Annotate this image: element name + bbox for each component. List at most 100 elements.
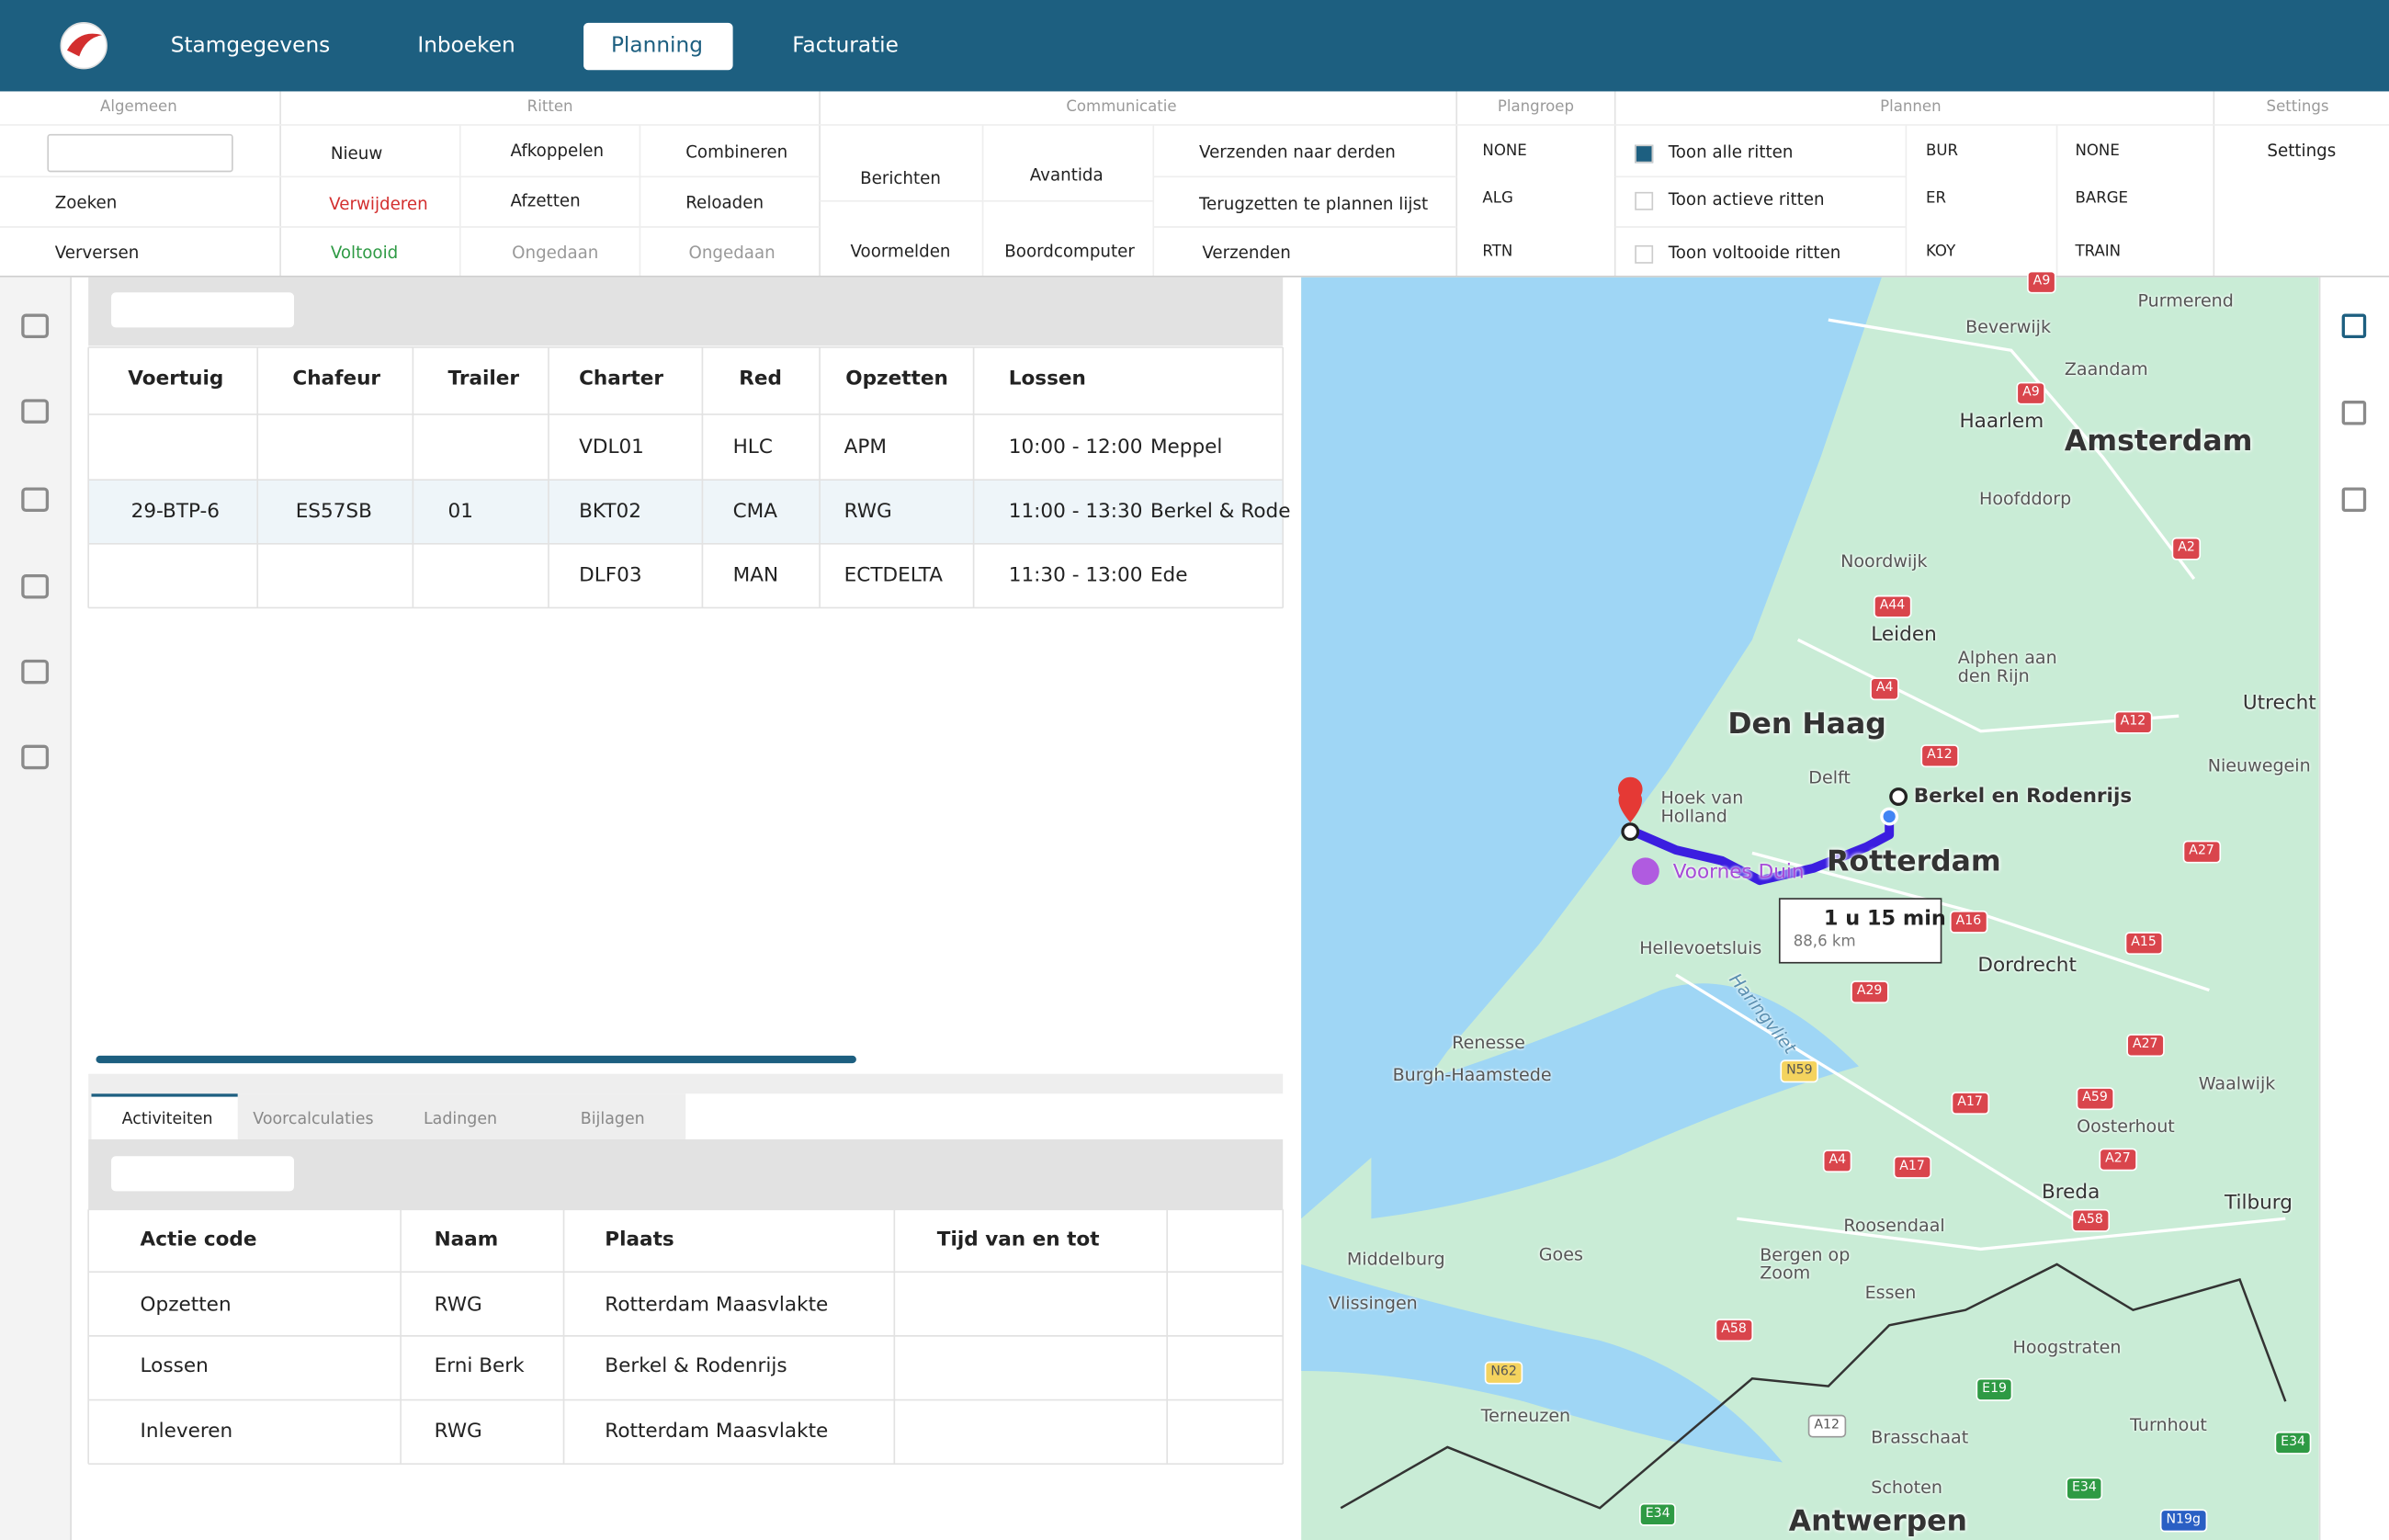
- checkbox[interactable]: [1635, 191, 1654, 210]
- column-header: Tijd van en tot: [936, 1229, 1100, 1251]
- checkbox-label[interactable]: Toon alle ritten: [1668, 142, 1794, 163]
- date-input[interactable]: [47, 133, 233, 173]
- map-label: Vlissingen: [1328, 1292, 1418, 1314]
- select[interactable]: [111, 1156, 295, 1192]
- map-label: Berkel en Rodenrijs: [1913, 785, 2133, 809]
- cell: Lossen: [140, 1354, 209, 1378]
- splitter[interactable]: [88, 1073, 1284, 1094]
- button[interactable]: Ongedaan: [688, 243, 776, 263]
- sidebar-icon[interactable]: [21, 399, 50, 424]
- sidebar-icon[interactable]: [21, 313, 50, 339]
- road-shield: A58: [2071, 1208, 2110, 1231]
- button[interactable]: Voormelden: [850, 241, 951, 262]
- group-label: Communicatie: [1066, 98, 1177, 116]
- cell: APM: [844, 436, 887, 459]
- select[interactable]: [111, 292, 295, 328]
- column-header: Naam: [434, 1229, 499, 1251]
- sidebar-icon[interactable]: [2341, 401, 2367, 425]
- button[interactable]: Terugzetten te plannen lijst: [1199, 194, 1429, 214]
- nav-tab[interactable]: Stamgegevens: [170, 33, 331, 58]
- cell: MAN: [732, 564, 779, 588]
- sidebar-icon[interactable]: [2341, 487, 2367, 513]
- road-shield: E34: [1639, 1502, 1677, 1525]
- cell: Berkel & Rode: [1149, 500, 1291, 524]
- tab[interactable]: Bijlagen: [580, 1110, 645, 1129]
- map-label: Schoten: [1871, 1476, 1942, 1499]
- cell: Opzetten: [140, 1294, 232, 1318]
- road-shield: A2: [2171, 537, 2202, 560]
- checkbox[interactable]: [1635, 144, 1654, 164]
- cell: RWG: [434, 1420, 482, 1444]
- button[interactable]: Nieuw: [330, 143, 383, 164]
- sidebar-icon[interactable]: [21, 659, 50, 685]
- map-label: Goes: [1538, 1243, 1583, 1265]
- button[interactable]: Settings: [2267, 141, 2337, 161]
- route-duration: 1 u 15 min: [1823, 906, 1946, 932]
- option[interactable]: NONE: [2075, 142, 2120, 161]
- button[interactable]: Combineren: [685, 142, 788, 163]
- column-header: Trailer: [447, 368, 520, 391]
- button[interactable]: Verzenden naar derden: [1199, 142, 1396, 163]
- group-label: Plangroep: [1497, 98, 1575, 116]
- sidebar-icon[interactable]: [21, 487, 50, 513]
- tab[interactable]: Ladingen: [423, 1110, 498, 1129]
- button[interactable]: Verzenden: [1202, 243, 1291, 263]
- column-header: Actie code: [140, 1229, 257, 1251]
- map-label: Waalwijk: [2198, 1072, 2276, 1094]
- map-label: Tilburg: [2224, 1192, 2293, 1216]
- map-label: Hoofddorp: [1979, 487, 2072, 510]
- map-label: Purmerend: [2137, 289, 2234, 311]
- sidebar-icon[interactable]: [21, 744, 50, 770]
- option[interactable]: BARGE: [2075, 190, 2129, 208]
- button[interactable]: Verversen: [54, 243, 140, 263]
- option[interactable]: NONE: [1482, 142, 1527, 161]
- sidebar-icon[interactable]: [2341, 313, 2367, 339]
- button[interactable]: Voltooid: [330, 243, 399, 263]
- option[interactable]: TRAIN: [2075, 243, 2122, 261]
- button[interactable]: Afzetten: [510, 191, 581, 211]
- road-shield: A44: [1874, 594, 1911, 617]
- tab[interactable]: Activiteiten: [121, 1110, 213, 1129]
- sidebar-icon[interactable]: [21, 573, 50, 599]
- button[interactable]: Berichten: [860, 168, 941, 188]
- button[interactable]: Avantida: [1029, 164, 1104, 186]
- cell: Ede: [1149, 564, 1188, 588]
- road-shield: A27: [2099, 1148, 2137, 1171]
- button[interactable]: Afkoppelen: [510, 141, 605, 161]
- nav-tab[interactable]: Inboeken: [417, 33, 515, 58]
- cell: ES57SB: [295, 500, 372, 524]
- tab[interactable]: Voorcalculaties: [253, 1110, 374, 1129]
- map-label: Bergen op Zoom: [1760, 1243, 1851, 1283]
- road-shield: A27: [2182, 840, 2221, 863]
- button[interactable]: Ongedaan: [512, 243, 599, 263]
- nav-tab[interactable]: Planning: [610, 33, 703, 58]
- scrollbar[interactable]: [96, 1055, 856, 1064]
- cell: 29-BTP-6: [130, 500, 221, 524]
- button[interactable]: Reloaden: [685, 192, 764, 213]
- checkbox-label[interactable]: Toon actieve ritten: [1668, 189, 1825, 209]
- cell: HLC: [732, 436, 773, 459]
- road-shield: A59: [2076, 1087, 2114, 1110]
- map-label: Renesse: [1452, 1031, 1525, 1053]
- option[interactable]: ALG: [1482, 190, 1513, 208]
- nav-tab[interactable]: Facturatie: [792, 33, 899, 58]
- group-label: Algemeen: [100, 98, 177, 116]
- map-label: Utrecht: [2242, 692, 2316, 716]
- map-label: Den Haag: [1727, 708, 1886, 742]
- checkbox-label[interactable]: Toon voltooide ritten: [1668, 243, 1841, 263]
- button[interactable]: Boordcomputer: [1004, 241, 1135, 262]
- option[interactable]: BUR: [1925, 142, 1959, 161]
- map-label: Leiden: [1871, 623, 1937, 647]
- road-shield: A12: [1920, 744, 1959, 767]
- road-shield: A17: [1951, 1092, 1989, 1115]
- option[interactable]: KOY: [1925, 243, 1956, 261]
- checkbox[interactable]: [1635, 244, 1654, 264]
- button[interactable]: Verwijderen: [329, 194, 428, 214]
- option[interactable]: RTN: [1482, 243, 1513, 261]
- cell: ECTDELTA: [844, 564, 943, 588]
- road-shield: E19: [1976, 1377, 2013, 1400]
- option[interactable]: ER: [1925, 190, 1946, 208]
- button[interactable]: Zoeken: [54, 192, 118, 213]
- map[interactable]: [1301, 277, 2319, 1540]
